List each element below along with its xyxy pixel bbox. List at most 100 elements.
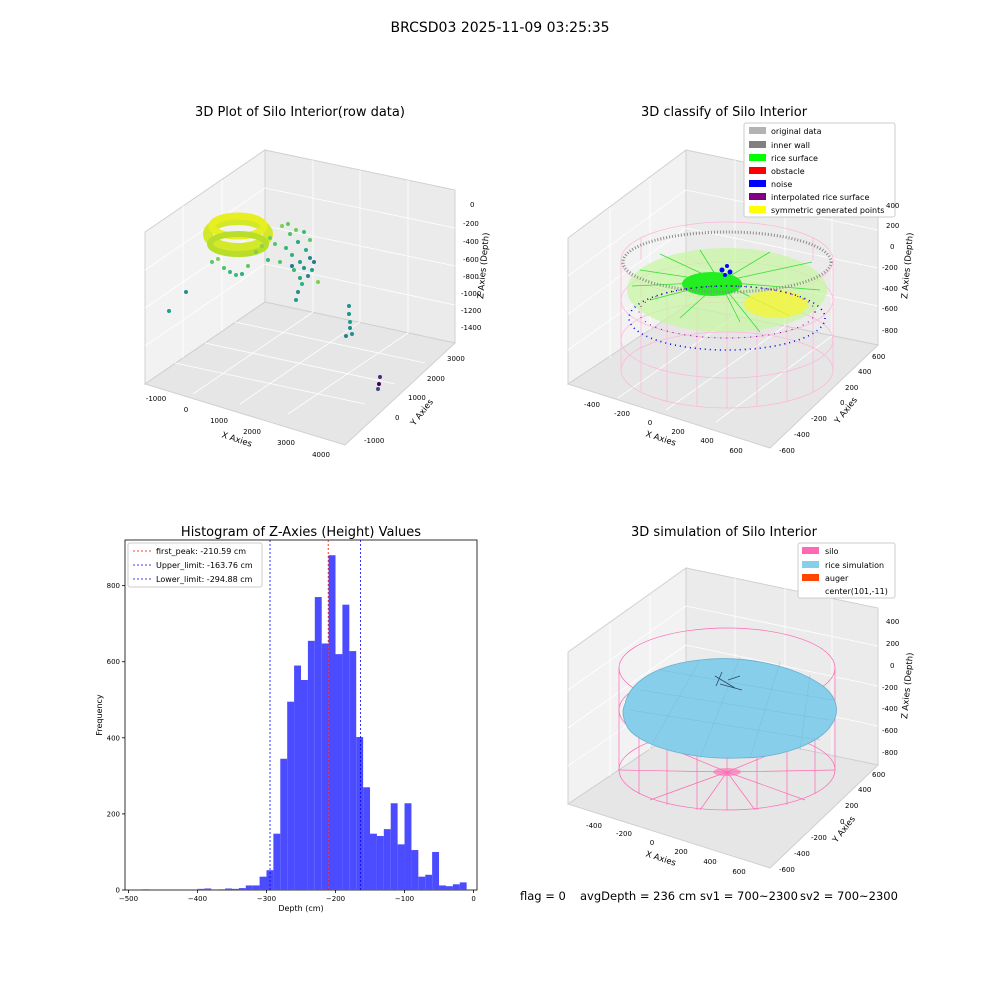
panel-classify-3d: 3D classify of Silo Interior	[566, 105, 916, 455]
legend-swatch-symmetric	[749, 206, 766, 213]
svg-text:-200: -200	[811, 415, 827, 423]
classify-x-ticks: -400 -200 0 200 400 600	[584, 401, 743, 455]
histogram-x-tick-label: −500	[119, 895, 138, 903]
svg-text:-400: -400	[882, 705, 898, 713]
legend-label-silo: silo	[825, 547, 839, 556]
legend-label-first-peak: first_peak: -210.59 cm	[156, 547, 246, 556]
raw-x-ticks: -1000 0 1000 2000 3000 4000	[146, 395, 330, 459]
svg-text:-400: -400	[882, 285, 898, 293]
histogram-y-tick-label: 600	[107, 658, 120, 666]
histogram-legend: first_peak: -210.59 cm Upper_limit: -163…	[127, 542, 263, 588]
classify-y-ticks: -600 -400 -200 0 200 400 600	[779, 353, 885, 455]
svg-text:400: 400	[858, 786, 871, 794]
legend-swatch-noise	[749, 180, 766, 187]
svg-text:-1000: -1000	[146, 395, 166, 403]
svg-text:-400: -400	[586, 822, 602, 830]
svg-text:-200: -200	[811, 834, 827, 842]
classify-zlabel: Z Axies (Depth)	[900, 232, 916, 299]
sim-auger-lines	[714, 671, 743, 691]
legend-label-interpolated: interpolated rice surface	[771, 193, 869, 202]
histogram-bar	[225, 888, 232, 890]
legend-label-upper-limit: Upper_limit: -163.76 cm	[156, 561, 253, 570]
histogram-bar	[370, 833, 377, 890]
svg-text:-800: -800	[882, 327, 898, 335]
legend-swatch-auger	[802, 574, 819, 581]
svg-text:0: 0	[395, 414, 399, 422]
legend-label-symmetric: symmetric generated points	[771, 206, 884, 215]
histogram-bar	[459, 882, 467, 890]
histogram-bar	[204, 888, 212, 890]
panel-simulation-title: 3D simulation of Silo Interior	[631, 525, 818, 540]
sim-zlabel: Z Axies (Depth)	[900, 652, 916, 719]
raw-ring-lower	[207, 231, 269, 257]
sim-auger-hub	[713, 768, 741, 776]
histogram-bar	[238, 888, 246, 890]
svg-text:-200: -200	[614, 410, 630, 418]
svg-text:-800: -800	[882, 749, 898, 757]
sim-y-ticks: -600 -400 -200 0 200 400 600	[779, 771, 885, 874]
panel-histogram: Histogram of Z-Axies (Height) Values −50…	[95, 525, 478, 913]
svg-text:0: 0	[650, 839, 654, 847]
legend-label-rice-simulation: rice simulation	[825, 561, 884, 570]
raw-y-ticks: -1000 0 1000 2000 3000	[364, 355, 465, 445]
histogram-bar	[287, 701, 295, 890]
histogram-bar	[349, 651, 357, 890]
svg-text:1000: 1000	[408, 394, 426, 402]
legend-swatch-silo	[802, 547, 819, 554]
histogram-bar	[231, 888, 239, 890]
histogram-bar	[418, 876, 426, 890]
sim-rice-mesh	[629, 656, 833, 759]
legend-swatch-original-data	[749, 127, 766, 134]
svg-text:-600: -600	[882, 305, 898, 313]
figure-suptitle: BRCSD03 2025-11-09 03:25:35	[390, 20, 609, 36]
svg-text:400: 400	[858, 368, 871, 376]
histogram-bar	[425, 874, 433, 890]
simulation-legend: silo rice simulation auger center(101,-1…	[797, 542, 896, 599]
histogram-xlabel: Depth (cm)	[278, 904, 323, 913]
svg-text:200: 200	[671, 428, 684, 436]
histogram-x-tick-label: −400	[188, 895, 207, 903]
histogram-y-ticks: 0 200 400 600 800	[107, 582, 125, 895]
histogram-bar	[335, 654, 343, 890]
sim-rice-surface	[622, 658, 837, 759]
legend-label-center: center(101,-11)	[825, 587, 888, 596]
legend-label-lower-limit: Lower_limit: -294.88 cm	[156, 575, 253, 584]
svg-text:400: 400	[700, 437, 713, 445]
histogram-bar	[280, 758, 288, 890]
legend-swatch-inner-wall	[749, 141, 766, 148]
svg-text:0: 0	[470, 201, 474, 209]
svg-text:-600: -600	[779, 866, 795, 874]
sim-gridlines	[567, 578, 879, 776]
status-line: flag = 0 avgDepth = 236 cm sv1 = 700~230…	[520, 889, 898, 903]
histogram-bar	[197, 888, 205, 890]
sim-xlabel: X Axies	[644, 849, 677, 868]
raw-gridlines	[144, 160, 456, 415]
svg-text:-400: -400	[584, 401, 600, 409]
svg-text:-200: -200	[463, 220, 479, 228]
histogram-x-ticks: −500 −400 −300 −200 −100 0	[119, 890, 476, 903]
histogram-bar	[252, 885, 260, 890]
panel-raw-3d: 3D Plot of Silo Interior(row data)	[143, 105, 492, 459]
svg-text:-1200: -1200	[461, 307, 481, 315]
svg-text:-1400: -1400	[461, 324, 481, 332]
histogram-bar	[301, 680, 308, 890]
svg-text:0: 0	[890, 243, 894, 251]
svg-text:-400: -400	[794, 850, 810, 858]
legend-swatch-rice-simulation	[802, 561, 819, 568]
status-avg-depth: avgDepth = 236 cm	[580, 889, 696, 903]
histogram-bar	[245, 885, 253, 890]
sim-floor-pane	[566, 724, 880, 869]
classify-z-ticks: 400 200 0 -200 -400 -600 -800	[882, 202, 899, 335]
histogram-bar	[411, 850, 419, 890]
histogram-bar	[383, 829, 391, 890]
classify-floor-pane	[566, 305, 880, 449]
histogram-y-tick-label: 800	[107, 582, 120, 590]
histogram-bar	[314, 597, 322, 890]
svg-text:0: 0	[840, 818, 844, 826]
svg-text:600: 600	[872, 353, 885, 361]
svg-text:-800: -800	[463, 273, 479, 281]
histogram-bar	[445, 886, 453, 890]
legend-label-obstacle: obstacle	[771, 167, 805, 176]
classify-interpolated-ring	[638, 285, 816, 339]
svg-text:600: 600	[732, 868, 745, 876]
